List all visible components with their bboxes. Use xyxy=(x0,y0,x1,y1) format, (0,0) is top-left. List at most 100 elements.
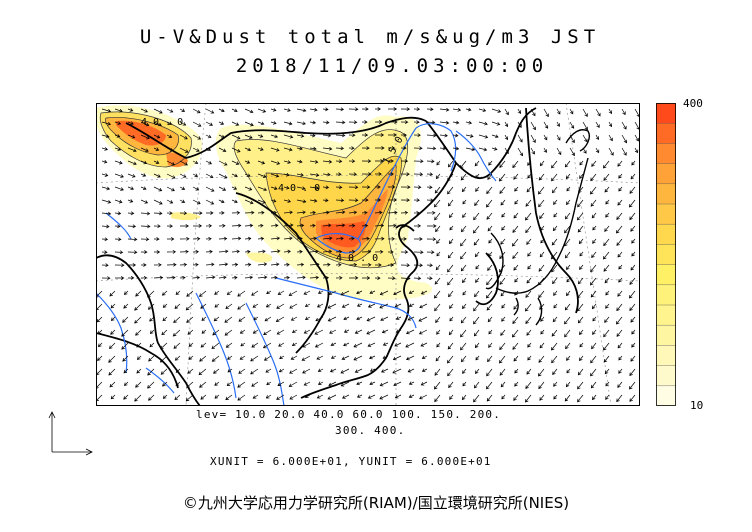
wind-arrow xyxy=(205,236,212,241)
wind-arrow xyxy=(527,173,532,179)
wind-arrow xyxy=(435,173,441,180)
wind-arrow xyxy=(296,146,303,151)
wind-arrow xyxy=(452,107,462,112)
wind-arrow xyxy=(592,316,597,322)
wind-arrow xyxy=(552,225,558,232)
wind-arrow xyxy=(335,249,343,254)
wind-arrow xyxy=(393,381,402,387)
wind-arrow xyxy=(631,342,636,348)
wind-arrow xyxy=(435,316,441,324)
wind-arrow xyxy=(110,303,116,309)
wind-arrow xyxy=(276,394,285,400)
wind-arrow xyxy=(140,121,150,127)
wind-arrow xyxy=(205,199,215,205)
wind-arrow xyxy=(485,290,493,299)
wind-arrow xyxy=(237,303,246,310)
wind-arrow xyxy=(374,223,385,228)
wind-arrow xyxy=(388,159,394,163)
unit-vector-arrows xyxy=(48,411,93,456)
wind-arrow xyxy=(551,264,558,273)
wind-arrow xyxy=(166,262,177,267)
wind-arrow xyxy=(556,147,562,156)
wind-arrow xyxy=(387,276,396,281)
wind-arrow xyxy=(283,147,293,152)
wind-arrow xyxy=(408,394,415,398)
wind-arrow xyxy=(166,199,174,204)
wind-arrow xyxy=(341,355,350,360)
wind-arrow xyxy=(343,316,350,321)
wind-arrow xyxy=(309,198,318,203)
wind-arrow xyxy=(413,107,421,112)
wind-arrow xyxy=(539,212,545,220)
wind-arrow xyxy=(621,134,627,144)
wind-arrow xyxy=(475,264,480,270)
wind-arrow xyxy=(123,368,129,374)
wind-arrow xyxy=(595,121,600,128)
wind-arrow xyxy=(500,199,506,206)
wind-arrow xyxy=(628,290,636,299)
wind-arrow xyxy=(322,159,333,164)
wind-arrow xyxy=(564,316,571,325)
wind-arrow xyxy=(361,249,372,254)
wind-arrow xyxy=(590,355,597,364)
wind-arrow xyxy=(538,381,545,390)
wind-arrow xyxy=(375,159,384,163)
wind-arrow xyxy=(564,303,571,311)
wind-arrow xyxy=(161,381,168,387)
wind-arrow xyxy=(564,329,571,338)
wind-arrow xyxy=(387,236,395,241)
wind-arrow xyxy=(589,186,597,195)
wind-arrow xyxy=(257,147,264,151)
wind-arrow xyxy=(314,342,324,348)
wind-arrow xyxy=(512,316,519,325)
wind-arrow xyxy=(629,368,636,377)
wind-arrow xyxy=(512,160,519,169)
colorbar-cell xyxy=(656,345,676,367)
wind-arrow xyxy=(605,199,610,205)
wind-arrow xyxy=(348,210,358,215)
wind-arrow xyxy=(569,134,575,144)
wind-arrow xyxy=(335,236,344,241)
wind-arrow xyxy=(340,381,350,387)
wind-arrow xyxy=(400,263,410,268)
wind-arrow xyxy=(413,276,422,281)
wind-arrow xyxy=(379,290,389,296)
wind-arrow xyxy=(616,303,623,312)
wind-arrow xyxy=(296,210,306,215)
wind-arrow xyxy=(296,236,303,241)
wind-arrow xyxy=(322,223,332,228)
wind-arrow xyxy=(140,275,148,280)
wind-arrow xyxy=(551,329,558,337)
wind-arrow xyxy=(214,381,220,386)
wind-arrow xyxy=(153,147,160,151)
wind-arrow xyxy=(527,251,532,257)
wind-arrow xyxy=(238,368,246,374)
wind-arrow xyxy=(530,108,536,117)
wind-arrow xyxy=(564,160,571,168)
wind-arrow xyxy=(122,355,129,362)
wind-arrow xyxy=(488,238,493,244)
wind-arrow xyxy=(348,146,355,151)
wind-arrow xyxy=(618,186,623,192)
wind-arrow xyxy=(400,198,410,203)
wind-arrow xyxy=(361,198,369,202)
wind-arrow xyxy=(149,342,155,348)
wind-arrow xyxy=(564,251,571,259)
wind-arrow xyxy=(478,147,488,152)
wind-arrow xyxy=(400,159,409,164)
wind-arrow xyxy=(174,394,181,401)
wind-arrow xyxy=(565,199,571,206)
wind-arrow xyxy=(231,121,240,126)
wind-arrow xyxy=(231,262,239,267)
wind-arrow xyxy=(617,342,623,349)
wind-arrow xyxy=(448,329,454,336)
wind-arrow xyxy=(367,303,376,308)
wind-arrow xyxy=(498,264,506,273)
wind-vectors xyxy=(96,107,640,403)
wind-arrow xyxy=(603,329,610,338)
wind-arrow xyxy=(270,186,278,191)
wind-arrow xyxy=(488,329,493,335)
wind-arrow xyxy=(252,329,259,334)
wind-arrow xyxy=(577,381,584,390)
wind-arrow xyxy=(354,329,363,334)
